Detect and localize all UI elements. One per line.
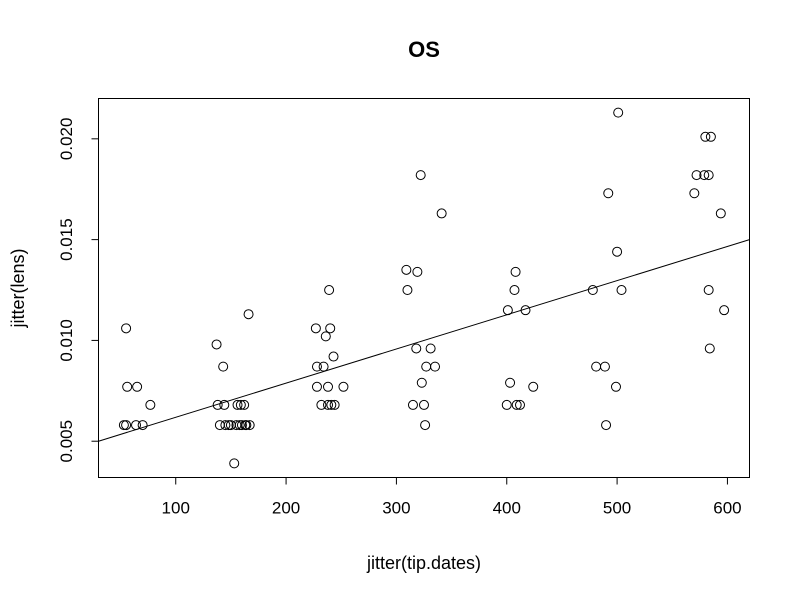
data-point [311,361,322,372]
data-point [601,420,612,431]
data-point [402,285,413,296]
data-point [229,458,240,469]
data-point [328,351,339,362]
data-point [223,420,234,431]
data-point [501,399,512,410]
data-point [411,343,422,354]
data-point [118,420,129,431]
data-point [699,170,710,181]
data-point [613,107,624,118]
data-point [243,309,254,320]
data-point [219,399,230,410]
y-axis: 0.005 0.010 0.015 0.020 [57,118,99,463]
x-tick-label: 100 [162,499,190,518]
data-point [421,361,432,372]
data-point [436,208,447,219]
data-point [311,381,322,392]
data-point [689,188,700,199]
x-axis: 100 200 300 400 500 600 [162,477,742,518]
regression-line [98,239,750,442]
data-point [318,361,329,372]
data-point [214,420,225,431]
data-point [310,323,321,334]
data-point [610,381,621,392]
regression-line-layer [98,239,750,442]
data-point [338,381,349,392]
data-point [407,399,418,410]
data-point [324,285,335,296]
data-point [704,343,715,354]
data-point [412,266,423,277]
data-point [323,381,334,392]
data-point [502,305,513,316]
data-point [326,399,337,410]
x-tick-label: 600 [713,499,741,518]
y-tick-label: 0.010 [57,319,76,362]
data-point [121,323,132,334]
data-point [236,420,247,431]
data-point [425,343,436,354]
data-point [691,170,702,181]
data-point [505,377,516,388]
data-point [241,420,252,431]
data-point [511,399,522,410]
data-point [132,381,143,392]
data-points [118,107,730,469]
data-point [514,399,525,410]
data-point [131,420,142,431]
y-axis-label: jitter(lens) [8,248,28,328]
data-point [122,381,133,392]
data-point [323,399,334,410]
y-tick-label: 0.020 [57,118,76,161]
data-point [591,361,602,372]
data-point [416,377,427,388]
data-point [232,399,243,410]
x-tick-label: 200 [272,499,300,518]
x-tick-label: 500 [603,499,631,518]
data-point [225,420,236,431]
data-point [121,420,132,431]
data-point [705,131,716,142]
y-tick-label: 0.005 [57,420,76,463]
data-point [212,399,223,410]
data-point [603,188,614,199]
x-axis-label: jitter(tip.dates) [366,553,481,573]
data-point [599,361,610,372]
data-point [218,361,229,372]
data-point [419,399,429,410]
data-point [145,399,156,410]
data-point [239,399,250,410]
data-point [719,305,730,316]
data-point [316,399,327,410]
y-tick-label: 0.015 [57,218,76,261]
data-point [220,420,231,431]
data-point [420,420,431,431]
data-point [430,361,441,372]
data-point [587,285,598,296]
data-point [528,381,539,392]
x-tick-label: 300 [382,499,410,518]
data-point [329,399,340,410]
data-point [509,285,520,296]
data-point [401,264,412,275]
chart-title: OS [408,37,440,62]
data-point [700,131,711,142]
data-point [703,170,714,181]
data-point [211,339,222,350]
data-point [510,266,521,277]
data-point [325,323,336,334]
data-point [415,170,426,181]
data-point [137,420,148,431]
data-point [234,420,245,431]
data-point [616,285,627,296]
data-point [520,305,531,316]
data-point [235,399,246,410]
data-point [703,285,714,296]
x-tick-label: 400 [493,499,521,518]
data-point [320,331,331,342]
data-point [715,208,726,219]
data-point [244,420,255,431]
data-point [612,246,623,257]
